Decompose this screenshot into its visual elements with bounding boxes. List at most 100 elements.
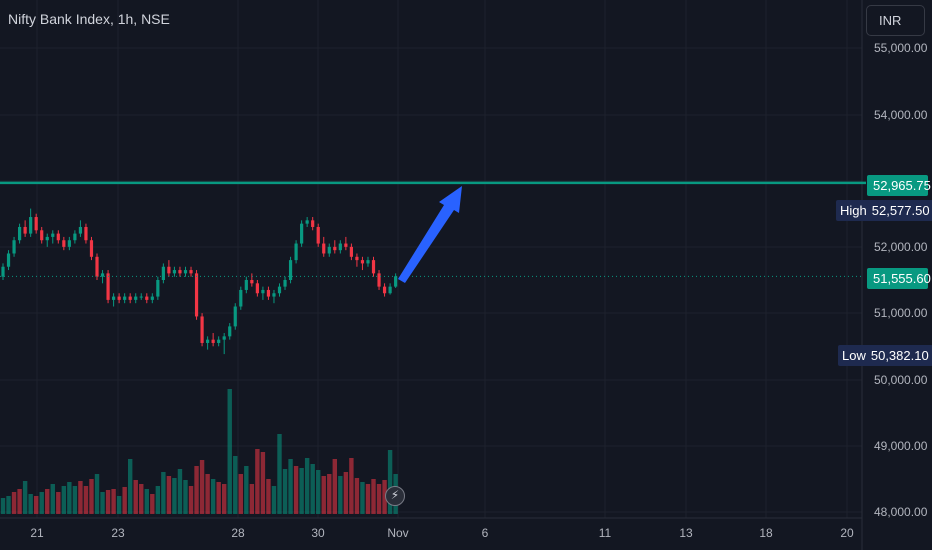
candle-body <box>172 270 177 274</box>
candle-body <box>139 296 143 298</box>
candle-body <box>128 296 132 300</box>
volume-bar <box>39 492 44 514</box>
candle-body <box>288 260 293 280</box>
x-tick-label: Nov <box>387 526 409 540</box>
volume-bar <box>321 476 326 514</box>
candle-body <box>150 296 154 300</box>
lightning-icon[interactable]: ⚡ <box>385 486 405 506</box>
candle-body <box>333 246 337 251</box>
candle-body <box>200 316 204 343</box>
volume-bar <box>127 459 133 514</box>
volume-bar <box>244 466 249 514</box>
volume-bar <box>360 482 365 514</box>
volume-bar <box>238 474 243 514</box>
candle-body <box>56 233 60 241</box>
volume-bar <box>194 466 199 514</box>
candle-body <box>123 296 127 300</box>
candle-body <box>6 253 11 267</box>
candle-body <box>394 276 398 287</box>
candle-body <box>29 217 33 234</box>
candle-body <box>283 280 287 287</box>
candle-body <box>161 266 165 280</box>
candle-body <box>338 243 342 251</box>
volume-bar <box>316 470 321 514</box>
candle-body <box>73 233 77 241</box>
volume-bar <box>260 452 266 514</box>
volume-bar <box>45 489 50 514</box>
candle-body <box>261 289 265 294</box>
y-tick-label: 55,000.00 <box>874 41 928 55</box>
volume-bar <box>310 464 315 514</box>
candle-body <box>112 296 116 300</box>
volume-bar <box>249 484 255 514</box>
candle-body <box>17 226 22 241</box>
candle-body <box>228 326 232 337</box>
volume-bar <box>332 459 337 514</box>
low-label: Low <box>842 348 866 363</box>
volume-bar <box>277 434 282 514</box>
candle-body <box>183 270 188 274</box>
candle-body <box>1 266 5 277</box>
candle-body <box>40 230 44 241</box>
candle-body <box>360 260 365 264</box>
candle-body <box>84 226 88 241</box>
currency-selector[interactable]: INR <box>866 5 925 36</box>
x-tick-label: 11 <box>598 526 612 540</box>
candle-body <box>117 296 121 300</box>
candle-body <box>206 339 210 343</box>
volume-bar <box>349 458 354 514</box>
candle-body <box>322 243 326 254</box>
candle-body <box>62 240 66 247</box>
candle-body <box>382 286 387 294</box>
candle-body <box>355 256 359 261</box>
volume-bar <box>122 487 127 514</box>
candle-body <box>294 243 298 261</box>
volume-bar <box>150 494 155 514</box>
x-tick-label: 13 <box>679 526 693 540</box>
candle-body <box>300 223 304 244</box>
volume-bar <box>139 484 144 514</box>
volume-bar <box>17 489 22 514</box>
volume-bar <box>299 468 304 514</box>
volume-bar <box>227 389 232 514</box>
volume-bar <box>293 466 299 514</box>
volume-bar <box>199 460 205 514</box>
candle-body <box>211 339 215 343</box>
y-tick-label: 51,000.00 <box>874 306 928 320</box>
volume-bar <box>11 492 17 514</box>
candle-body <box>327 246 331 254</box>
candle-body <box>239 289 243 307</box>
candle-body <box>217 339 221 343</box>
y-tick-label: 54,000.00 <box>874 108 928 122</box>
candle-body <box>34 217 38 231</box>
candle-body <box>100 273 105 277</box>
high-label: High <box>840 203 867 218</box>
volume-bar <box>83 486 89 514</box>
x-tick-label: 18 <box>759 526 773 540</box>
symbol-title[interactable]: Nifty Bank Index, 1h, NSE <box>8 11 170 27</box>
candles <box>1 208 398 355</box>
volume-bar <box>282 469 288 514</box>
candle-body <box>156 280 160 297</box>
volume-bar <box>61 486 67 514</box>
volume-bar <box>144 489 149 514</box>
candle-body <box>167 266 171 274</box>
volume-bar <box>89 479 94 514</box>
candle-body <box>366 260 370 264</box>
volume-bar <box>365 484 371 514</box>
candle-body <box>233 306 237 327</box>
volume-bar <box>50 484 55 514</box>
volume-bar <box>216 482 221 514</box>
trend-arrow[interactable] <box>398 186 462 283</box>
volume-bars <box>0 389 398 514</box>
volume-bar <box>100 492 105 514</box>
candle-body <box>134 296 138 300</box>
candle-body <box>95 256 99 277</box>
volume-bar <box>354 478 360 514</box>
volume-bar <box>304 458 310 514</box>
candle-body <box>106 273 110 300</box>
candle-body <box>244 280 248 290</box>
candle-body <box>272 293 276 297</box>
volume-bar <box>133 480 138 514</box>
